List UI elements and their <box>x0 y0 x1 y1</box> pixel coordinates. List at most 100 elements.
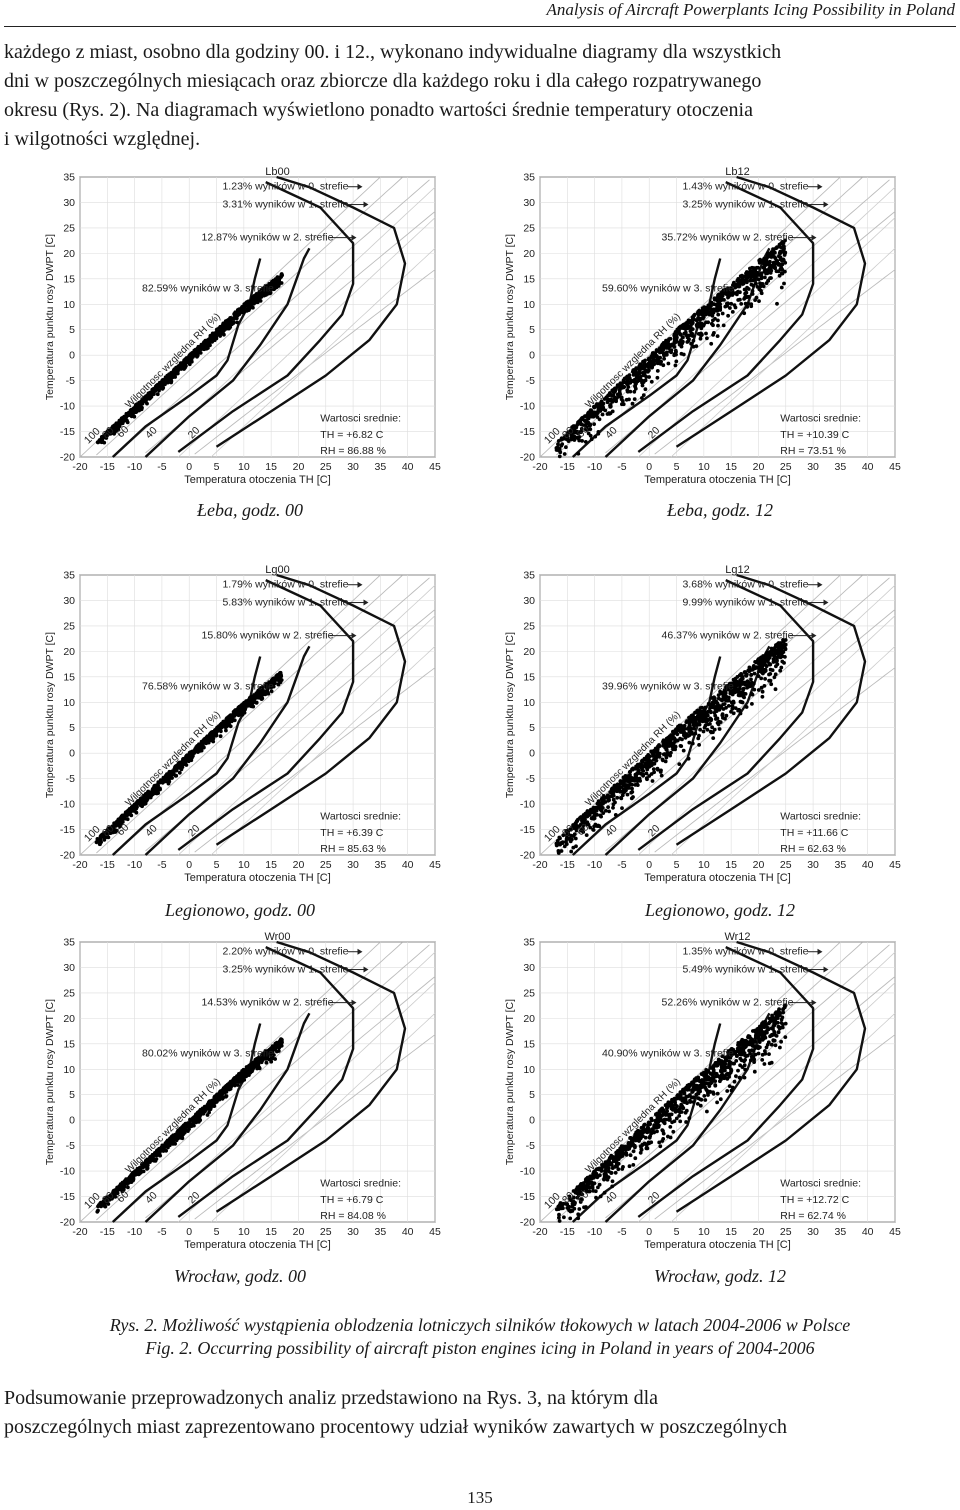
data-point <box>613 788 617 793</box>
data-point <box>221 1087 226 1092</box>
data-point <box>645 777 649 782</box>
data-point <box>130 804 135 808</box>
data-point <box>97 842 102 846</box>
zone-percentage: 1.43% wyników w 0. strefie <box>682 181 808 193</box>
data-point <box>625 792 630 797</box>
y-tick-label: -15 <box>520 1191 535 1203</box>
data-point <box>237 704 242 709</box>
data-point <box>632 397 637 401</box>
x-tick-label: 0 <box>186 461 192 473</box>
data-point <box>675 328 680 332</box>
data-point <box>194 347 199 352</box>
data-point <box>688 731 693 736</box>
y-tick-label: 5 <box>529 1089 535 1101</box>
data-point <box>564 836 569 841</box>
data-point <box>775 655 780 659</box>
data-point <box>112 430 116 435</box>
data-point <box>721 323 726 328</box>
data-point <box>701 729 706 734</box>
data-point <box>725 301 729 306</box>
data-point <box>598 813 603 818</box>
data-point <box>630 782 634 787</box>
data-point <box>685 726 690 731</box>
data-point <box>739 673 744 677</box>
data-point <box>276 282 281 287</box>
data-point <box>730 704 735 708</box>
data-point <box>641 769 646 773</box>
data-point <box>774 664 778 669</box>
mean-rh-label: RH = 84.08 % <box>320 1210 386 1222</box>
data-point <box>683 321 688 326</box>
data-point <box>224 728 228 733</box>
data-point <box>757 665 761 670</box>
data-point <box>196 746 201 751</box>
mean-rh-label: RH = 73.51 % <box>780 445 846 457</box>
data-point <box>193 1116 198 1121</box>
data-point <box>232 312 237 316</box>
guide-line <box>670 646 896 856</box>
data-point <box>689 341 693 346</box>
x-tick-label: -10 <box>127 859 142 871</box>
data-point <box>751 269 756 273</box>
data-point <box>612 390 616 395</box>
data-point <box>620 789 625 794</box>
data-point <box>722 291 727 295</box>
data-point <box>768 667 773 672</box>
data-point <box>574 823 579 828</box>
y-tick-label: 15 <box>523 671 535 683</box>
data-point <box>170 776 174 780</box>
data-point <box>688 715 693 720</box>
y-tick-label: 10 <box>523 299 535 311</box>
data-point <box>737 686 742 691</box>
x-axis-label: Temperatura otoczenia TH [C] <box>184 474 331 486</box>
data-point <box>143 795 148 800</box>
data-point <box>759 276 764 281</box>
data-point <box>718 305 723 309</box>
data-point <box>176 1128 181 1133</box>
data-point <box>752 274 757 279</box>
data-point <box>205 1105 210 1110</box>
data-point <box>120 416 124 420</box>
data-point <box>745 273 750 277</box>
x-tick-label: 15 <box>265 1226 277 1238</box>
data-point <box>667 337 671 341</box>
y-tick-label: -15 <box>60 1191 75 1203</box>
data-point <box>712 727 717 732</box>
x-tick-label: 5 <box>214 461 220 473</box>
data-point <box>276 682 281 687</box>
data-point <box>123 816 128 821</box>
data-point <box>773 266 777 271</box>
data-point <box>207 1099 212 1104</box>
data-point <box>116 420 121 425</box>
data-point <box>778 249 783 254</box>
data-point <box>184 763 189 767</box>
data-point <box>134 804 138 809</box>
data-point <box>779 285 784 290</box>
data-point <box>149 792 154 797</box>
data-point <box>620 806 624 810</box>
data-point <box>273 676 278 681</box>
data-point <box>99 435 104 439</box>
data-point <box>744 277 749 282</box>
data-point <box>594 411 599 416</box>
data-point <box>269 678 274 683</box>
data-point <box>157 388 161 393</box>
data-point <box>265 284 270 289</box>
data-point <box>769 682 774 687</box>
data-point <box>128 408 133 413</box>
data-point <box>250 1068 255 1073</box>
data-point <box>196 1118 201 1123</box>
data-point <box>274 1042 278 1047</box>
data-point <box>578 430 583 435</box>
data-point <box>231 713 235 718</box>
data-point <box>213 332 218 337</box>
data-point <box>558 842 562 847</box>
data-point <box>762 668 766 672</box>
data-point <box>564 833 569 838</box>
mean-th-label: TH = +6.79 C <box>320 1194 383 1206</box>
mean-th-label: TH = +10.39 C <box>780 429 849 441</box>
data-point <box>672 353 677 358</box>
zone-arrowhead <box>357 948 363 955</box>
data-point <box>556 849 561 853</box>
x-tick-label: 0 <box>646 859 652 871</box>
